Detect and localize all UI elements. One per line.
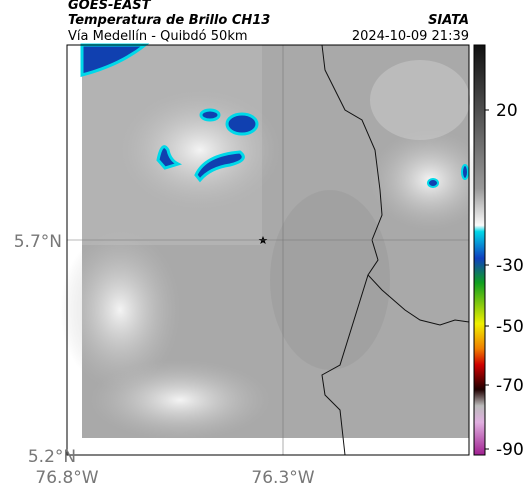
lon-label: 76.3°W: [251, 468, 314, 488]
lat-label: 5.7°N: [14, 232, 62, 252]
lon-label: 76.8°W: [35, 468, 98, 488]
satellite-name: GOES-EAST: [68, 0, 152, 13]
colorbar: [473, 44, 486, 456]
colorbar-label: -50: [496, 317, 524, 337]
timestamp: 2024-10-09 21:39: [352, 29, 469, 44]
map-frame: [66, 44, 470, 456]
product-name: Temperatura de Brillo CH13: [68, 13, 270, 28]
route: Vía Medellín - Quibdó 50km: [68, 29, 248, 44]
colorbar-ticks: [485, 109, 489, 450]
lat-label: 5.2°N: [28, 447, 76, 467]
colorbar-label: -90: [496, 440, 524, 460]
colorbar-label: 20: [496, 101, 518, 121]
satellite-image: [60, 43, 490, 440]
colorbar-label: -70: [496, 376, 524, 396]
colorbar-label: -30: [496, 256, 524, 276]
source: SIATA: [428, 13, 469, 28]
